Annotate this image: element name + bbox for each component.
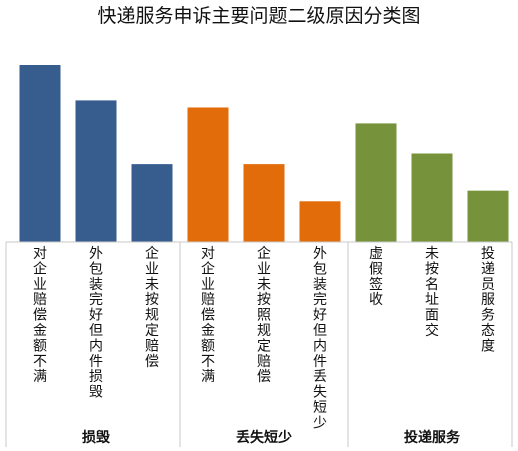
category-label-1-1: 对企业赔偿金额不满: [33, 246, 47, 385]
group-label-2: 丢失短少: [236, 429, 292, 446]
group-label-3: 投递服务: [404, 429, 461, 446]
bar-2-2: [243, 164, 285, 242]
axes-layer: [5, 241, 513, 447]
group-label-1: 损毁: [82, 429, 111, 446]
bar-3-2: [411, 153, 453, 242]
category-label-2-2: 企业未按照规定赔偿: [257, 245, 271, 385]
bar-1-1: [19, 65, 61, 242]
category-label-2-3: 外包装完好但内件丢失短少: [313, 246, 327, 431]
bar-1-2: [75, 100, 117, 243]
bar-1-3: [131, 164, 173, 242]
category-label-2-1: 对企业赔偿金额不满: [201, 246, 215, 385]
bar-2-3: [299, 201, 341, 242]
category-label-1-3: 企业未按规定赔偿: [145, 245, 159, 370]
bar-3-3: [467, 190, 509, 242]
category-label-3-3: 投递员服务态度: [481, 246, 495, 354]
bars-layer: [19, 65, 509, 243]
bar-3-1: [355, 123, 397, 242]
category-label-3-1: 虚假签收: [369, 246, 383, 308]
bar-2-1: [187, 107, 229, 242]
category-label-1-2: 外包装完好但内件损毁: [89, 246, 103, 401]
category-label-3-2: 未按名址面交: [425, 246, 439, 339]
chart-title: 快递服务申诉主要问题二级原因分类图: [97, 5, 420, 27]
